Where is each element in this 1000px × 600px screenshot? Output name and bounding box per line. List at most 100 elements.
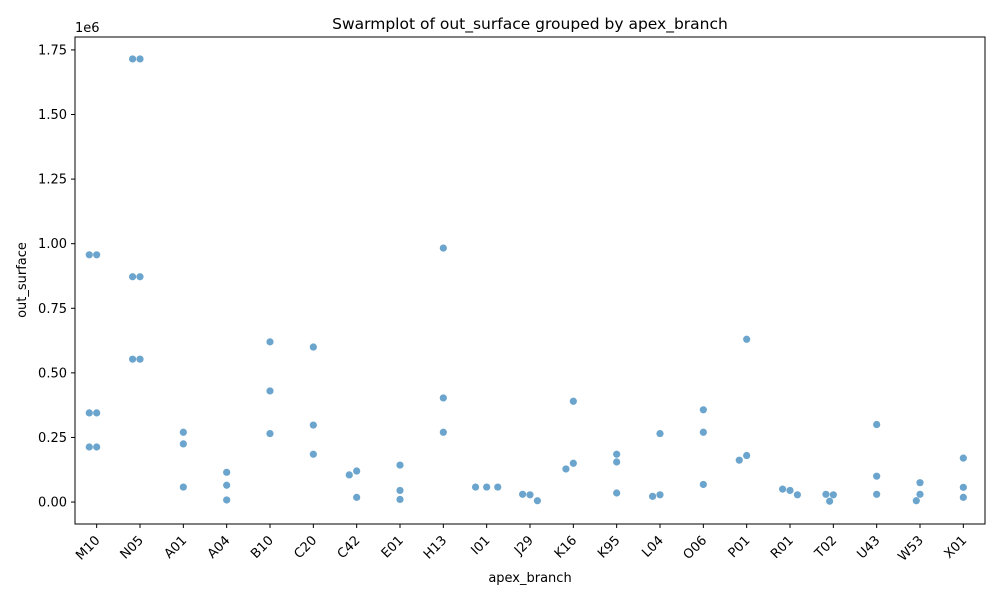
data-point-x01 — [959, 454, 967, 462]
data-point-u43 — [873, 420, 881, 429]
data-point-o06 — [699, 480, 707, 489]
data-point-b10 — [266, 338, 274, 346]
x-tick-label: M10 — [73, 533, 103, 563]
y-tick-label: 0.75 — [38, 302, 67, 317]
data-point-m10 — [93, 251, 101, 259]
data-point-a04 — [223, 481, 231, 489]
x-tick-label: L04 — [639, 533, 666, 560]
x-tick-label: N05 — [118, 533, 147, 562]
data-point-n05 — [136, 55, 144, 63]
data-point-c42 — [353, 493, 361, 501]
data-point-j29 — [519, 490, 527, 498]
data-point-i01 — [483, 483, 491, 491]
data-point-j29 — [533, 497, 542, 505]
data-point-p01 — [743, 451, 751, 460]
data-point-w53 — [916, 479, 924, 487]
data-point-l04 — [656, 491, 664, 499]
x-tick-label: W53 — [895, 533, 926, 564]
data-point-b10 — [266, 429, 274, 438]
data-point-k95 — [613, 489, 621, 497]
data-point-r01 — [786, 486, 794, 495]
y-tick-label: 0.50 — [38, 366, 67, 381]
data-point-m10 — [85, 443, 93, 451]
data-point-k16 — [569, 397, 577, 405]
x-axis: M10 N05 A01 A04 B10 C20 C42 E01 H13 I01 J29 K16 K95 L… — [73, 524, 970, 565]
x-tick-label: U43 — [854, 533, 883, 562]
plot-area — [74, 36, 986, 525]
data-point-h13 — [439, 428, 447, 436]
x-tick-label: C20 — [291, 533, 320, 562]
data-point-x01 — [959, 493, 967, 501]
data-point-x01 — [959, 483, 967, 491]
x-tick-label: T02 — [812, 533, 841, 562]
data-point-a01 — [179, 483, 187, 491]
x-tick-label: K16 — [552, 533, 580, 561]
data-point-k16 — [562, 465, 570, 473]
data-point-e01 — [396, 495, 404, 504]
x-axis-title: apex_branch — [488, 571, 571, 586]
data-point-o06 — [699, 406, 707, 414]
data-point-n05 — [129, 273, 137, 281]
data-point-w53 — [912, 497, 920, 505]
data-point-n05 — [136, 355, 144, 363]
data-point-m10 — [93, 409, 101, 417]
y-tick-label: 1.00 — [38, 237, 67, 252]
data-point-e01 — [396, 461, 404, 469]
x-tick-label: X01 — [942, 533, 971, 562]
data-point-t02 — [826, 497, 834, 505]
data-point-r01 — [779, 485, 787, 493]
data-point-w53 — [916, 490, 924, 498]
data-point-m10 — [85, 251, 93, 259]
data-point-a04 — [223, 496, 231, 504]
x-tick-label: C42 — [335, 533, 364, 562]
data-point-j29 — [526, 491, 534, 499]
x-tick-label: O06 — [681, 533, 711, 563]
x-tick-label: P01 — [726, 533, 754, 561]
y-tick-label: 1.75 — [38, 43, 67, 58]
data-points — [85, 55, 967, 505]
data-point-a04 — [223, 468, 231, 476]
data-point-a01 — [179, 440, 187, 448]
data-point-h13 — [439, 394, 447, 402]
x-tick-label: J29 — [511, 533, 537, 559]
data-point-m10 — [93, 443, 101, 451]
data-point-u43 — [873, 490, 881, 498]
data-point-u43 — [873, 472, 881, 480]
y-tick-label: 0.25 — [38, 431, 67, 446]
data-point-n05 — [129, 55, 137, 63]
x-tick-label: H13 — [421, 533, 450, 562]
data-point-t02 — [829, 491, 837, 499]
x-tick-label: I01 — [468, 533, 493, 558]
x-tick-label: A04 — [205, 533, 234, 562]
data-point-i01 — [471, 483, 480, 491]
data-point-a01 — [179, 428, 187, 436]
data-point-k16 — [569, 459, 577, 467]
x-tick-label: E01 — [379, 533, 407, 561]
y-tick-label: 0.00 — [38, 496, 67, 511]
x-tick-label: K95 — [595, 533, 623, 561]
data-point-l04 — [649, 492, 657, 500]
x-tick-label: R01 — [768, 533, 797, 562]
data-point-r01 — [793, 491, 802, 499]
y-offset-label: 1e6 — [75, 21, 100, 36]
x-tick-label: B10 — [248, 533, 277, 562]
data-point-n05 — [136, 273, 144, 281]
data-point-l04 — [656, 429, 664, 438]
chart-title: Swarmplot of out_surface grouped by apex… — [332, 15, 728, 34]
data-point-c20 — [309, 450, 317, 458]
data-point-h13 — [439, 244, 447, 252]
data-point-c20 — [309, 421, 317, 429]
data-point-i01 — [494, 483, 502, 491]
data-point-e01 — [396, 486, 404, 495]
y-axis: 0.00 0.25 0.50 0.75 1.00 1.25 1.50 1.75 — [38, 43, 75, 511]
data-point-k95 — [613, 458, 621, 466]
data-point-t02 — [822, 490, 830, 498]
data-point-c20 — [309, 343, 317, 351]
y-tick-label: 1.50 — [38, 108, 67, 123]
data-point-k95 — [613, 450, 621, 458]
data-point-c42 — [345, 471, 353, 479]
data-point-o06 — [699, 428, 707, 436]
data-point-m10 — [85, 409, 93, 417]
x-tick-label: A01 — [162, 533, 191, 562]
